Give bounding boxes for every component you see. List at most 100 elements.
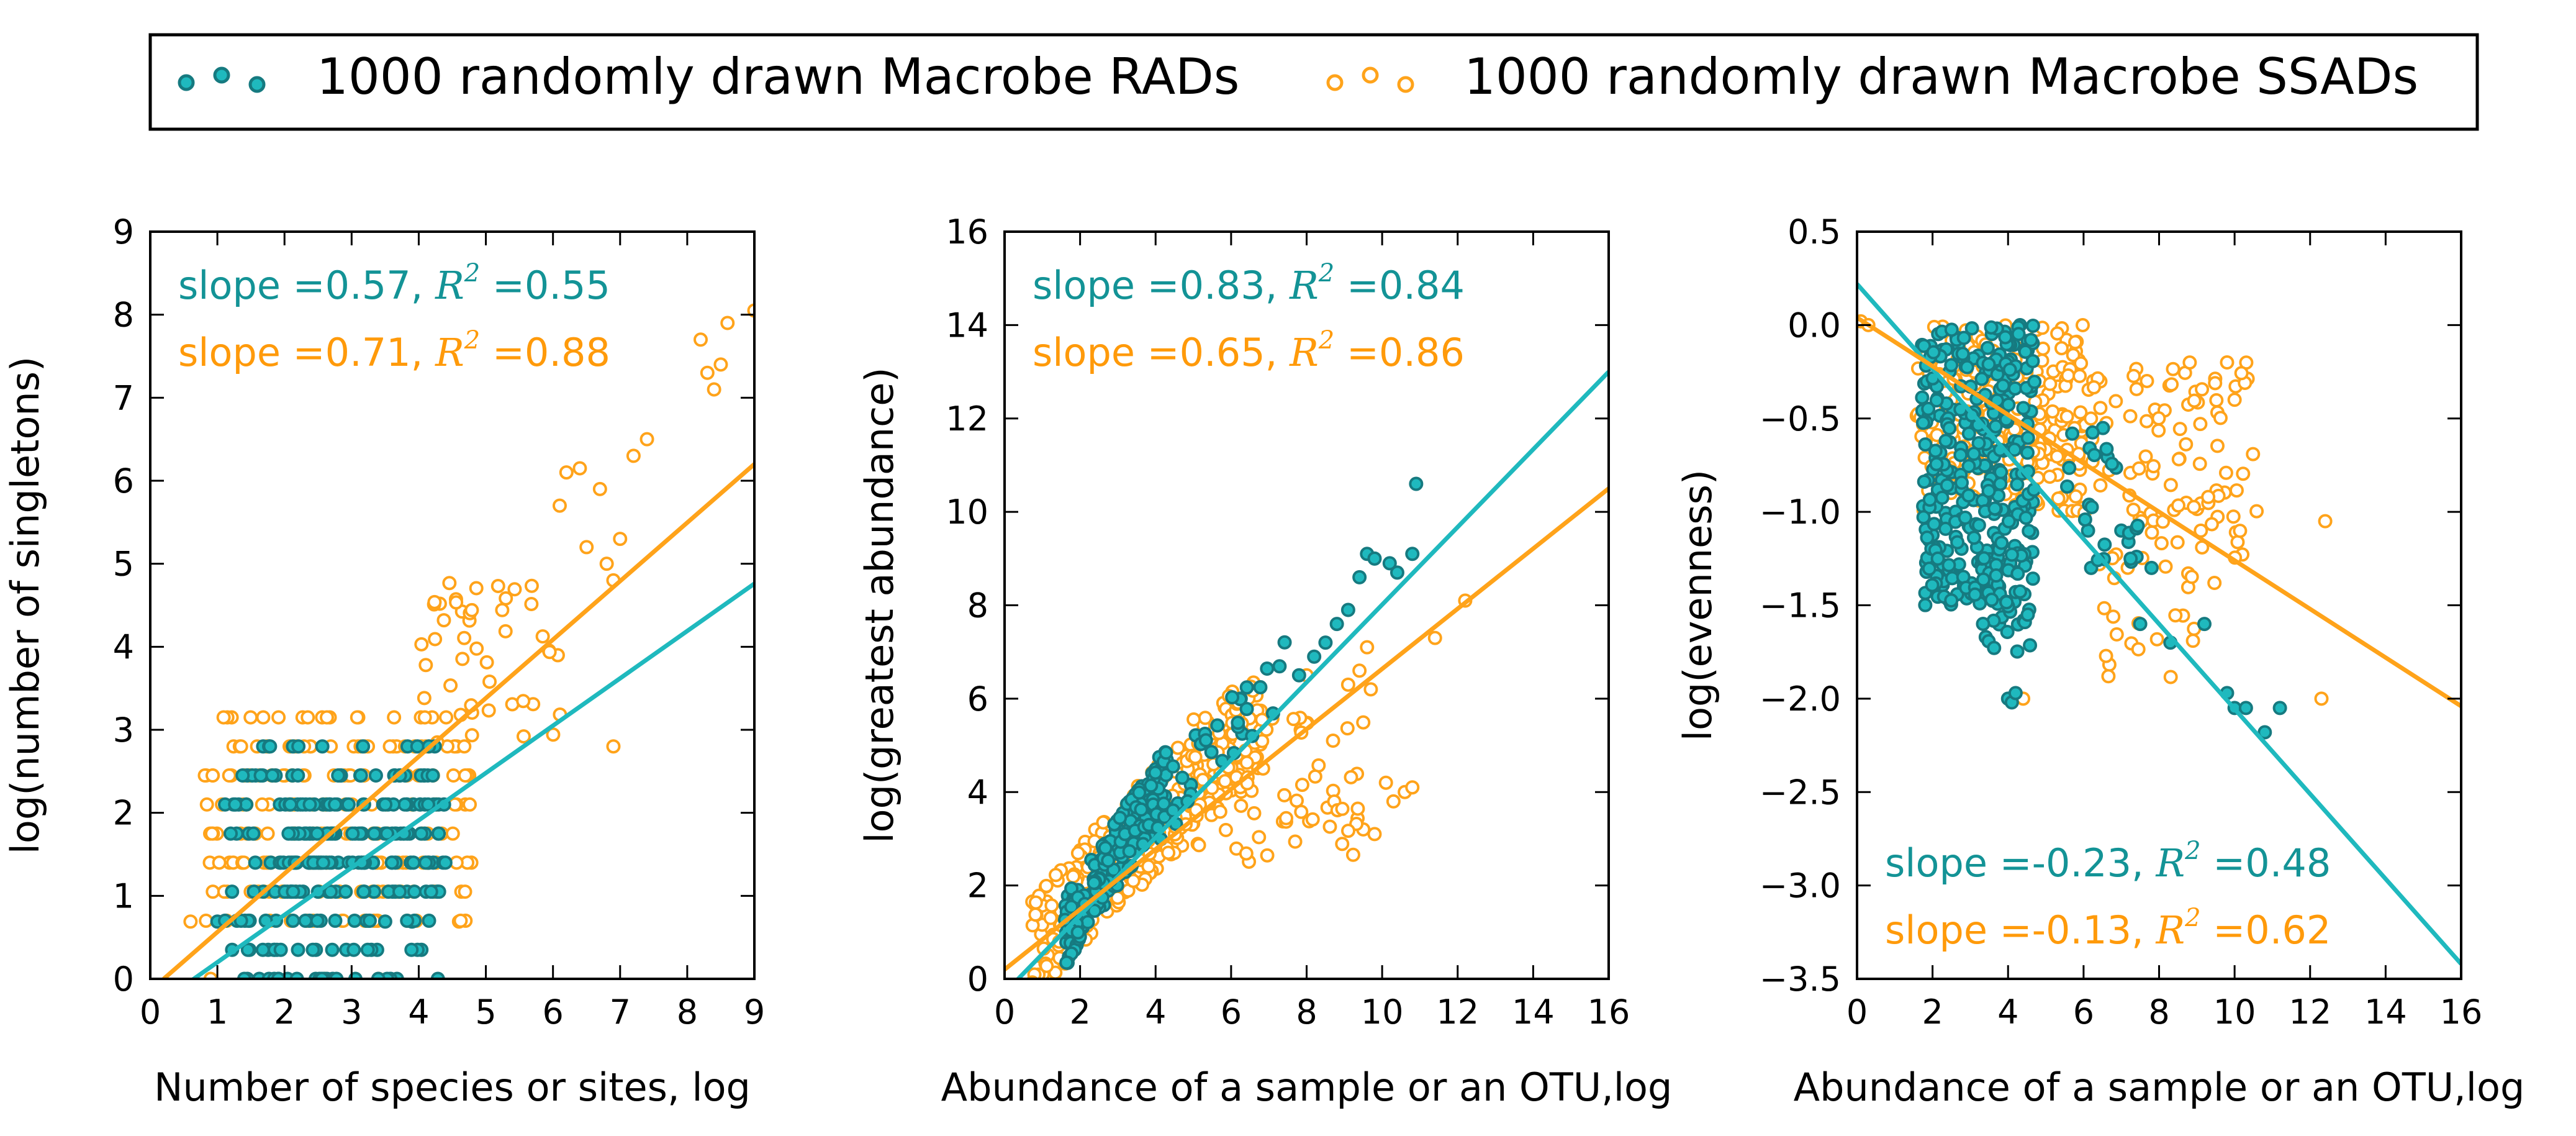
annotation-r: R — [2155, 840, 2185, 886]
data-point-rad — [2197, 617, 2212, 632]
data-point-ssad — [579, 540, 594, 555]
data-point-ssad — [1360, 640, 1375, 655]
data-point-ssad — [490, 578, 505, 593]
data-point-ssad — [2059, 409, 2074, 424]
data-point-rad — [1405, 547, 1420, 561]
data-point-ssad — [205, 768, 220, 783]
data-point-ssad — [2140, 373, 2154, 388]
x-tick-label: 3 — [341, 993, 362, 1032]
data-point-ssad — [1352, 663, 1367, 678]
data-point-rad — [2004, 547, 2019, 562]
fit-lines — [1857, 282, 2461, 966]
data-point-ssad — [592, 481, 607, 496]
data-point-rad — [2130, 518, 2145, 533]
data-point-ssad — [443, 678, 458, 693]
data-point-ssad — [2099, 648, 2113, 663]
data-point-rad — [406, 855, 421, 870]
data-point-rad — [430, 971, 445, 979]
data-point-rad — [432, 826, 446, 841]
annotation-r-sup: 2 — [1318, 259, 1334, 288]
data-point-rad — [2010, 566, 2025, 581]
data-point-rad — [2144, 560, 2159, 575]
data-point-ssad — [2187, 393, 2202, 408]
data-point-rad — [1231, 716, 1245, 730]
data-point-rad — [425, 768, 440, 783]
data-point-rad — [1987, 501, 2002, 516]
data-point-rad — [1976, 616, 1991, 631]
fit-line-ssad — [162, 462, 754, 979]
data-point-ssad — [1239, 846, 1254, 861]
data-point-ssad — [2234, 366, 2249, 381]
data-point-rad — [1994, 465, 2009, 479]
data-point-rad — [2020, 430, 2035, 445]
data-point-ssad — [203, 971, 218, 979]
data-point-rad — [2105, 457, 2120, 471]
data-point-ssad — [2249, 504, 2264, 519]
data-point-rad — [310, 826, 325, 841]
data-point-ssad — [2187, 499, 2202, 514]
data-point-ssad — [2208, 376, 2223, 391]
data-point-rad — [378, 797, 393, 812]
data-point-rad — [1961, 458, 1976, 473]
data-point-rad — [1318, 635, 1333, 650]
x-tick-label: 12 — [1436, 993, 1479, 1032]
data-point-ssad — [1340, 721, 1355, 736]
data-point-ssad — [2154, 536, 2169, 551]
data-point-ssad — [463, 797, 477, 812]
data-point-ssad — [2204, 517, 2219, 532]
data-point-ssad — [2195, 382, 2210, 397]
data-point-ssad — [1308, 769, 1322, 784]
data-point-ssad — [427, 594, 442, 609]
y-tick-label: 0.5 — [1787, 212, 1841, 252]
data-point-ssad — [2184, 570, 2199, 584]
data-point-rad — [291, 942, 305, 957]
data-point-rad — [2011, 327, 2026, 342]
data-point-ssad — [2163, 478, 2178, 493]
data-point-ssad — [255, 797, 269, 812]
data-point-rad — [1922, 561, 1937, 576]
data-point-rad — [273, 942, 288, 957]
data-point-rad — [248, 855, 263, 870]
data-point-ssad — [1350, 801, 1365, 816]
annotation-slope: slope =-0.23, — [1885, 840, 2156, 886]
y-tick-label: 2 — [967, 866, 988, 906]
y-tick-label: 8 — [113, 296, 134, 335]
data-point-ssad — [204, 826, 219, 841]
data-point-rad — [338, 884, 353, 899]
data-point-rad — [2059, 479, 2074, 494]
data-point-rad — [356, 739, 371, 754]
data-point-rad — [438, 855, 453, 870]
data-point-ssad — [260, 826, 275, 841]
data-point-rad — [271, 971, 286, 979]
data-point-rad — [2238, 701, 2253, 716]
data-point-rad — [1940, 478, 1955, 493]
data-point-rad — [1964, 321, 1979, 336]
data-point-rad — [310, 913, 325, 928]
data-point-rad — [1210, 718, 1225, 733]
data-point-rad — [1080, 915, 1095, 930]
data-point-ssad — [449, 595, 464, 610]
legend: 1000 randomly drawn Macrobe RADs 1000 ra… — [148, 33, 2479, 131]
data-point-ssad — [1326, 734, 1340, 748]
data-point-ssad — [1427, 630, 1442, 645]
data-point-rad — [1132, 785, 1147, 800]
data-point-rad — [2099, 442, 2114, 457]
x-tick-label: 5 — [475, 993, 496, 1032]
data-point-ssad — [1386, 794, 1401, 809]
data-point-rad — [1950, 535, 1965, 550]
data-point-rad — [397, 797, 412, 812]
data-point-ssad — [1277, 788, 1292, 802]
data-point-rad — [392, 884, 407, 899]
data-point-ssad — [2218, 465, 2233, 480]
data-point-ssad — [2131, 642, 2146, 657]
data-point-ssad — [2073, 405, 2088, 420]
data-point-ssad — [2146, 459, 2161, 474]
data-point-rad — [1984, 320, 1999, 335]
data-point-ssad — [1247, 806, 1262, 820]
data-point-ssad — [542, 645, 557, 660]
data-point-rad — [1999, 595, 2014, 610]
data-point-rad — [1070, 925, 1085, 940]
x-tick-label: 8 — [2148, 993, 2169, 1032]
data-point-rad — [422, 913, 436, 928]
